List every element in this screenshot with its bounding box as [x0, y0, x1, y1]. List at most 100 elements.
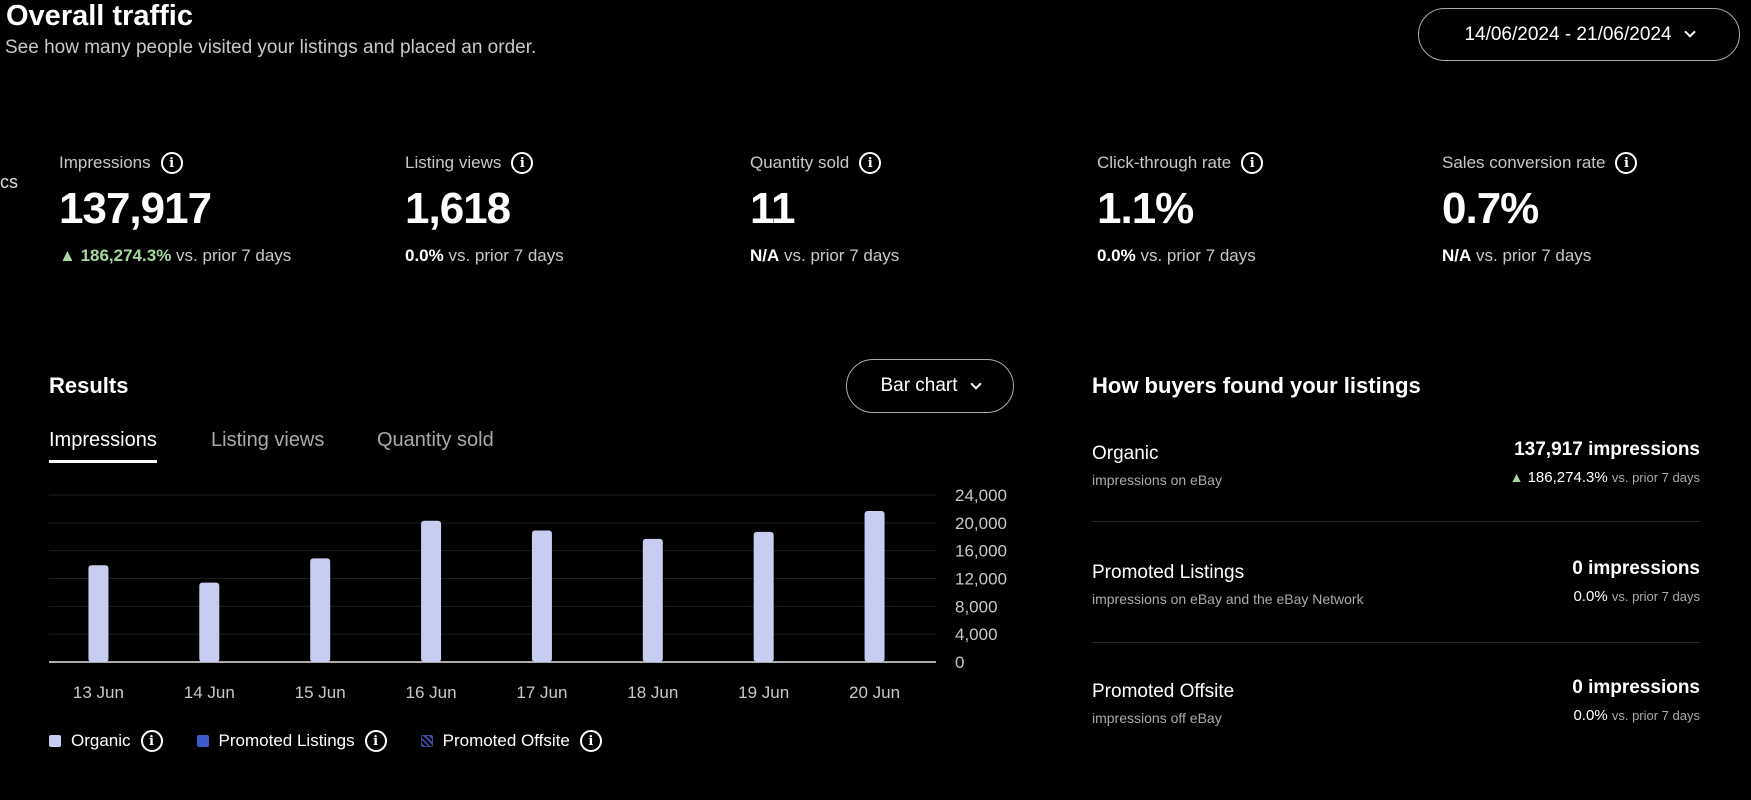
metric-value: 11 [750, 184, 796, 233]
info-icon[interactable]: i [1241, 152, 1264, 174]
info-icon[interactable]: i [579, 730, 602, 752]
bar-organic [531, 530, 552, 662]
tab-listing-views[interactable]: Listing views [211, 429, 325, 451]
metric-change-suffix: vs. prior 7 days [176, 246, 292, 265]
bar-organic [642, 538, 663, 662]
chart-legend: Organic i Promoted Listings i Promoted Off… [49, 730, 602, 752]
metric-change: N/A [750, 246, 780, 265]
chart-type-value: Bar chart [880, 375, 958, 396]
source-change: 0.0% [1573, 588, 1608, 605]
source-row-promoted-listings: Promoted Listings impressions on eBay an… [1092, 558, 1700, 652]
metric-sales-conversion-rate: Sales conversion rate i 0.7% N/A vs. prio… [1442, 152, 1751, 266]
info-icon[interactable]: i [160, 152, 183, 174]
sources-title: How buyers found your listings [1092, 373, 1421, 398]
bar-organic [421, 520, 442, 662]
source-value: 0 impressions [1572, 677, 1700, 698]
chevron-down-icon [969, 377, 982, 390]
metric-label: Click-through rate [1097, 153, 1232, 172]
y-tick-label: 0 [955, 653, 964, 672]
metric-label: Listing views [405, 153, 502, 172]
metric-value: 0.7% [1442, 184, 1539, 233]
metric-change-suffix: vs. prior 7 days [448, 246, 564, 265]
x-tick-label: 15 Jun [295, 683, 346, 702]
source-desc: impressions on eBay and the eBay Network [1092, 591, 1364, 607]
metric-impressions: Impressions i 137,917 ▲ 186,274.3% vs. pr… [59, 152, 389, 266]
source-change-suffix: vs. prior 7 days [1611, 708, 1700, 723]
x-tick-label: 19 Jun [738, 683, 789, 702]
up-arrow-icon: ▲ [59, 246, 76, 265]
legend-swatch-organic [49, 735, 61, 747]
info-icon[interactable]: i [859, 152, 882, 174]
bar-organic [864, 511, 885, 662]
metric-click-through-rate: Click-through rate i 1.1% 0.0% vs. prior … [1097, 152, 1427, 266]
source-desc: impressions on eBay [1092, 472, 1222, 488]
info-icon[interactable]: i [364, 730, 387, 752]
metric-listing-views: Listing views i 1,618 0.0% vs. prior 7 da… [405, 152, 735, 266]
metric-change: 186,274.3% [80, 246, 172, 265]
y-tick-label: 8,000 [955, 597, 998, 616]
legend-label-organic: Organic [71, 731, 131, 750]
divider [1092, 642, 1700, 643]
bar-organic [310, 558, 331, 662]
page-subtitle: See how many people visited your listing… [5, 37, 537, 58]
y-tick-label: 4,000 [955, 625, 998, 644]
tab-quantity-sold[interactable]: Quantity sold [377, 429, 494, 451]
x-tick-label: 20 Jun [849, 683, 900, 702]
metric-label: Impressions [59, 153, 151, 172]
metric-label: Quantity sold [750, 153, 850, 172]
info-icon[interactable]: i [140, 730, 163, 752]
date-range-dropdown[interactable]: 14/06/2024 - 21/06/2024 [1418, 8, 1740, 61]
metric-quantity-sold: Quantity sold i 11 N/A vs. prior 7 days [750, 152, 1080, 266]
source-row-organic: Organic impressions on eBay 137,917 impr… [1092, 439, 1700, 533]
bar-organic [753, 531, 774, 662]
source-row-promoted-offsite: Promoted Offsite impressions off eBay 0 … [1092, 677, 1700, 771]
metric-change-suffix: vs. prior 7 days [784, 246, 900, 265]
y-tick-label: 12,000 [955, 570, 1007, 589]
page-title: Overall traffic [6, 0, 193, 32]
source-change-suffix: vs. prior 7 days [1611, 589, 1700, 604]
up-arrow-icon: ▲ [1509, 469, 1524, 485]
source-name: Promoted Listings [1092, 562, 1245, 583]
metric-change: 0.0% [1097, 246, 1136, 265]
metric-value: 1.1% [1097, 184, 1194, 233]
info-icon[interactable]: i [1615, 152, 1638, 174]
info-icon[interactable]: i [511, 152, 534, 174]
source-desc: impressions off eBay [1092, 710, 1222, 726]
metric-label: Sales conversion rate [1442, 153, 1606, 172]
source-name: Promoted Offsite [1092, 681, 1235, 702]
y-tick-label: 24,000 [955, 486, 1007, 505]
y-tick-label: 20,000 [955, 514, 1007, 533]
metric-value: 1,618 [405, 184, 511, 233]
truncated-sidebar-text: cs [0, 172, 18, 192]
x-tick-label: 18 Jun [627, 683, 678, 702]
source-name: Organic [1092, 443, 1159, 464]
source-value: 137,917 impressions [1514, 439, 1700, 460]
metric-change: 0.0% [405, 246, 444, 265]
bar-organic [88, 565, 109, 662]
metric-value: 137,917 [59, 184, 212, 233]
legend-swatch-promoted-listings [196, 735, 209, 747]
chevron-down-icon [1683, 26, 1696, 38]
x-tick-label: 16 Jun [406, 683, 457, 702]
date-range-value: 14/06/2024 - 21/06/2024 [1464, 23, 1672, 45]
y-tick-label: 16,000 [955, 542, 1007, 561]
x-tick-label: 13 Jun [73, 683, 124, 702]
x-tick-label: 17 Jun [516, 683, 567, 702]
source-change: 0.0% [1573, 707, 1608, 724]
x-tick-label: 14 Jun [184, 683, 235, 702]
source-change: 186,274.3% [1527, 469, 1608, 486]
tab-impressions[interactable]: Impressions [49, 429, 157, 463]
metric-change-suffix: vs. prior 7 days [1476, 246, 1592, 265]
legend-label-promoted-listings: Promoted Listings [218, 731, 355, 750]
bar-organic [199, 582, 220, 662]
metric-change-suffix: vs. prior 7 days [1140, 246, 1256, 265]
legend-swatch-promoted-offsite [420, 735, 433, 747]
divider [1092, 521, 1700, 522]
chart-type-dropdown[interactable]: Bar chart [846, 359, 1014, 413]
metric-change: N/A [1442, 246, 1472, 265]
impressions-bar-chart: 0 4,000 8,000 12,000 16,000 20,000 24,000 13 Ju… [49, 486, 1007, 702]
source-change-suffix: vs. prior 7 days [1611, 470, 1700, 485]
source-value: 0 impressions [1572, 558, 1700, 579]
legend-label-promoted-offsite: Promoted Offsite [442, 731, 570, 750]
results-title: Results [49, 373, 129, 398]
